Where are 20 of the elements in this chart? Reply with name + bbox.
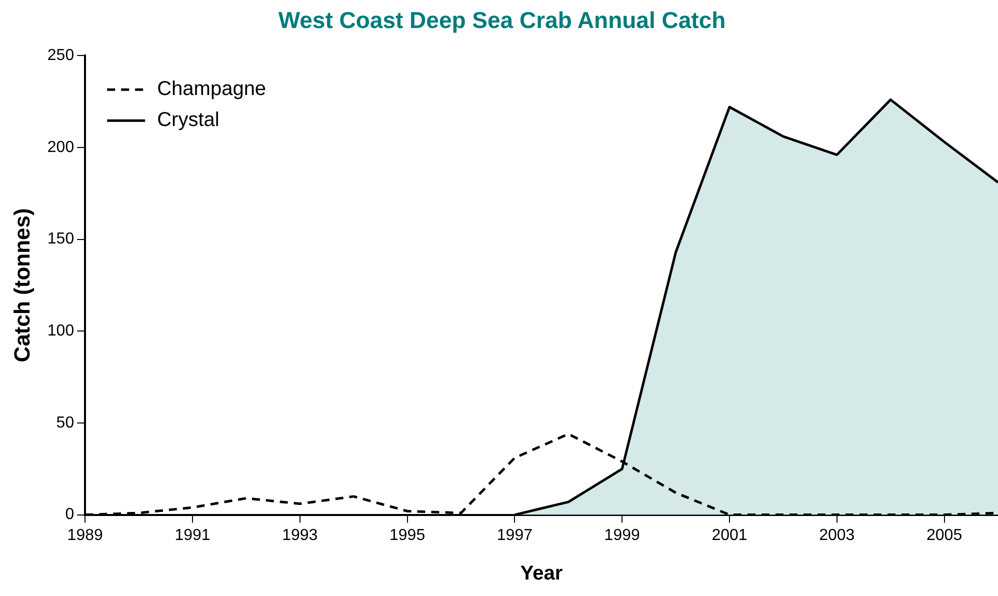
y-tick-label: 50 bbox=[56, 414, 74, 432]
y-tick-label: 250 bbox=[47, 47, 74, 64]
x-tick-label: 1997 bbox=[496, 526, 533, 544]
x-tick-label: 1991 bbox=[174, 526, 210, 544]
y-tick-label: 100 bbox=[47, 322, 74, 340]
x-tick-label: 1993 bbox=[282, 526, 318, 544]
y-tick-label: 200 bbox=[47, 138, 74, 156]
chart-title: West Coast Deep Sea Crab Annual Catch bbox=[278, 7, 726, 34]
y-tick-label: 150 bbox=[47, 230, 74, 248]
x-tick-label: 1995 bbox=[390, 526, 426, 544]
legend-label: Crystal bbox=[157, 109, 220, 132]
y-tick-label: 0 bbox=[65, 506, 74, 524]
x-axis-title: Year bbox=[520, 562, 563, 585]
y-axis-title: Catch (tonnes) bbox=[9, 208, 34, 362]
x-tick-label: 2001 bbox=[712, 526, 748, 544]
legend-label: Champagne bbox=[157, 78, 266, 100]
x-tick-label: 2003 bbox=[819, 526, 855, 544]
x-tick-label: 2005 bbox=[926, 526, 962, 544]
x-tick-label: 1989 bbox=[67, 526, 103, 544]
x-tick-label: 1999 bbox=[604, 526, 640, 544]
